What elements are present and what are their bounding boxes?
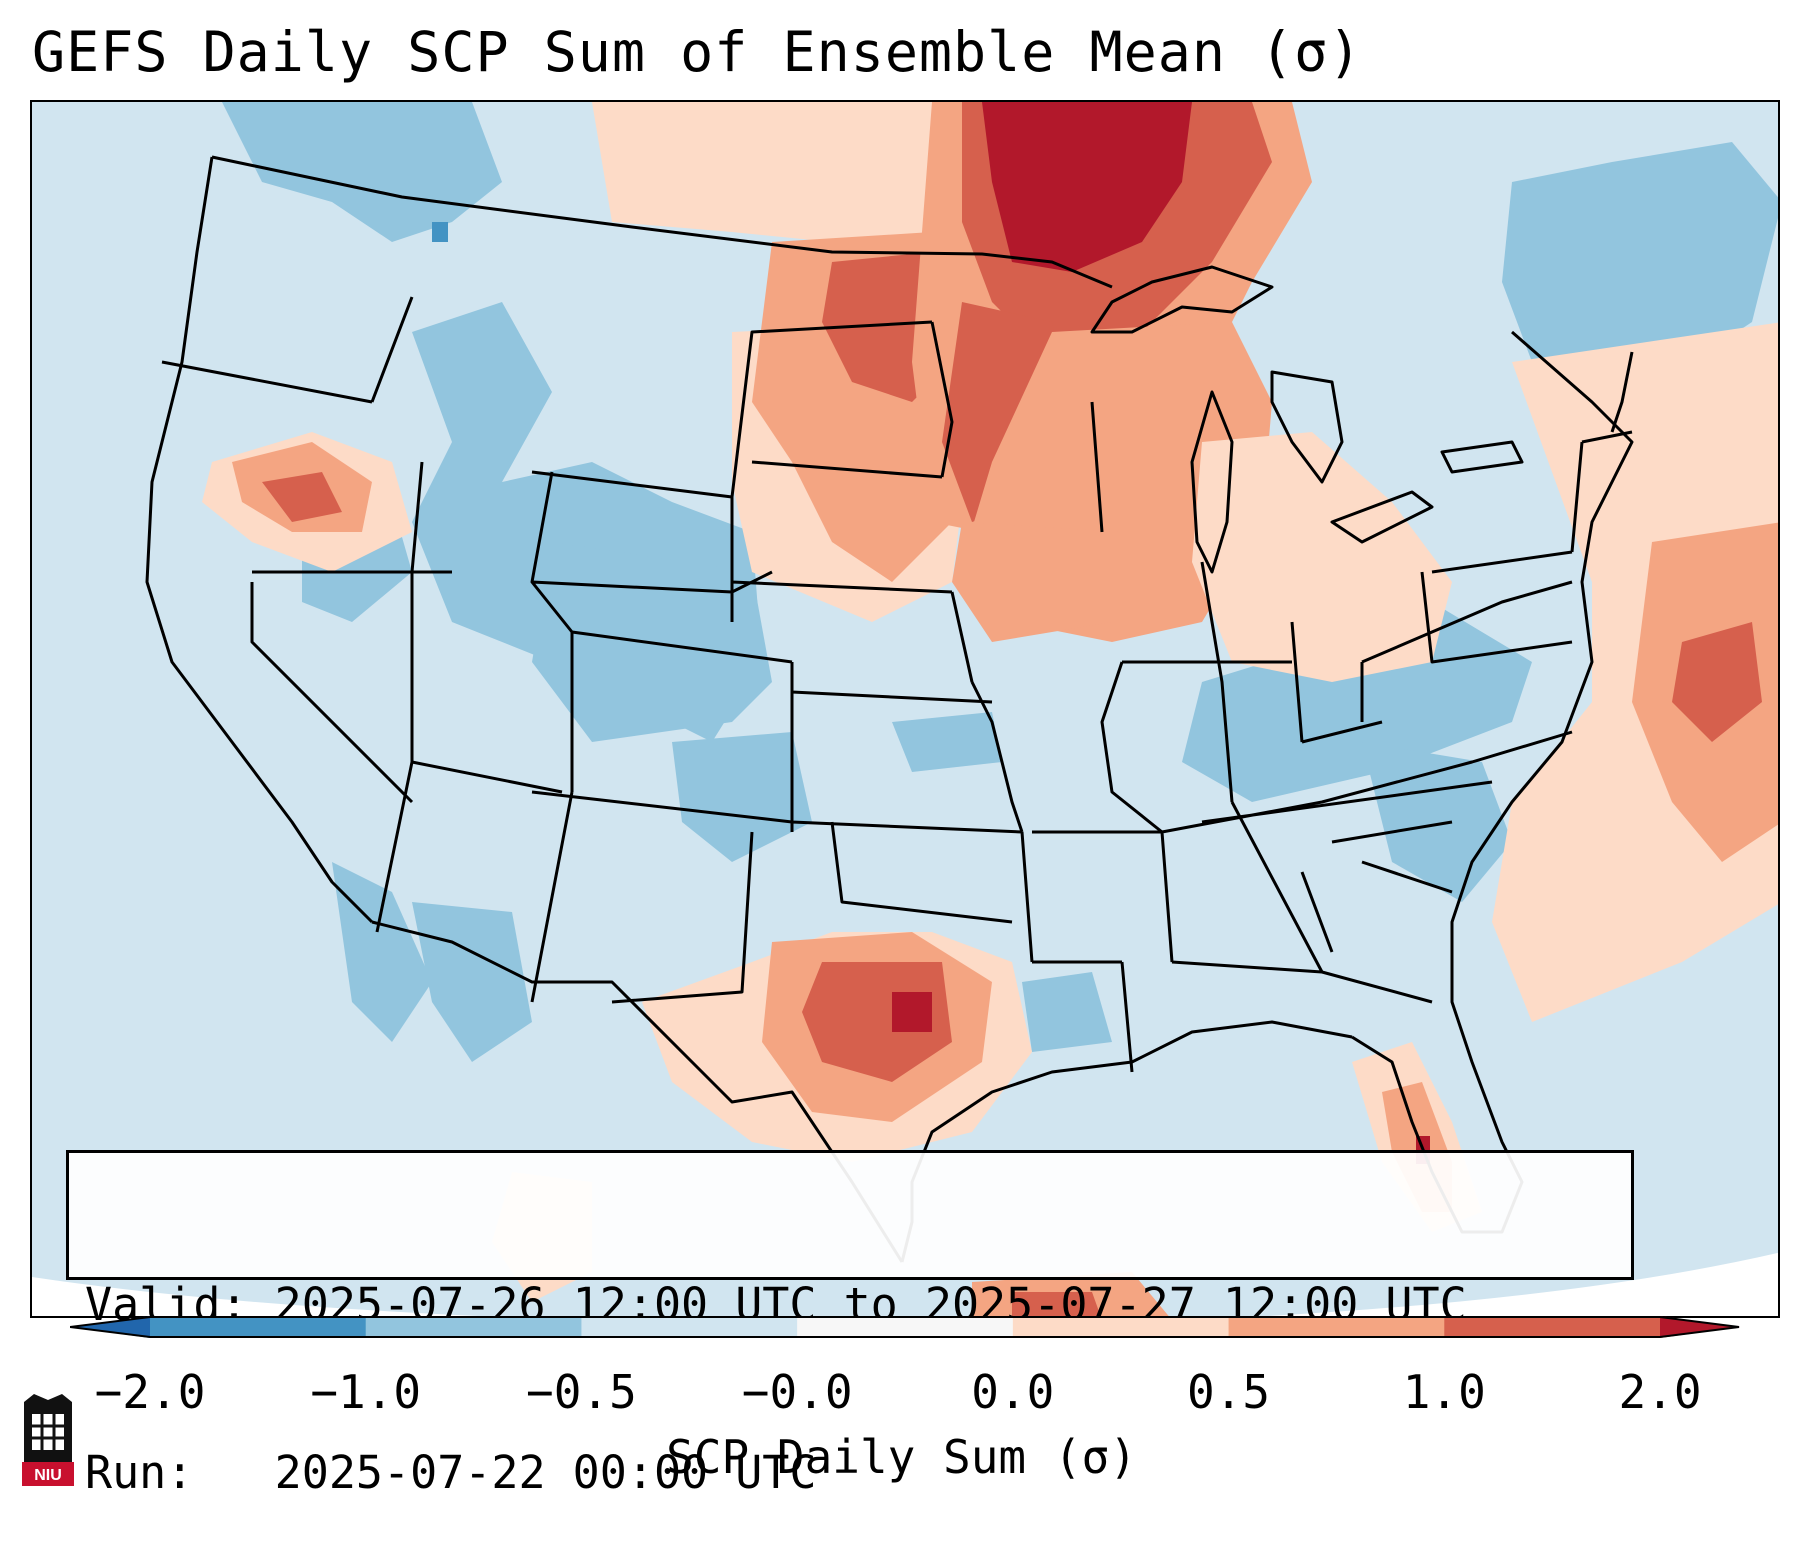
region-new-mexico-negative [672, 732, 812, 862]
lake-michigan [1190, 390, 1234, 574]
colorbar-bin [150, 1316, 367, 1338]
west-coast [145, 156, 374, 924]
colorbar-label: SCP Daily Sum (σ) [666, 1430, 1137, 1484]
run-time-line: Run: 2025-07-22 00:00 UTC [85, 1446, 817, 1499]
colorbar-bin [365, 1316, 582, 1338]
colorbar-extend-max [1660, 1316, 1740, 1338]
region-canada-plains-light [592, 102, 1032, 252]
colorbar-bin [797, 1316, 1014, 1338]
region-appalachian-negative [1182, 602, 1532, 802]
colorbar-extend-min [70, 1316, 150, 1338]
map-panel [30, 100, 1780, 1318]
region-oregon-strong [262, 472, 342, 522]
map-canvas [32, 102, 1778, 1316]
region-mexico-negative [412, 902, 532, 1062]
colorbar-bin [581, 1316, 798, 1338]
lake-superior [1090, 265, 1274, 334]
domain-edge [32, 1252, 1778, 1316]
colorbar-bins [150, 1316, 1661, 1338]
colorbar-tick-label: −2.0 [94, 1365, 206, 1419]
canada-border [211, 155, 1113, 289]
state-lines [161, 296, 1634, 1073]
region-bc-negative-dark [432, 222, 448, 242]
lake-ontario [1440, 440, 1524, 474]
colorbar [70, 1316, 1740, 1338]
colorbar-tick-label: 1.0 [1402, 1365, 1486, 1419]
region-gulf-negative [1022, 972, 1112, 1052]
region-atlantic-strong [1672, 622, 1762, 742]
niu-logo-text: NIU [34, 1467, 62, 1484]
colorbar-tick-label: 0.5 [1187, 1365, 1271, 1419]
valid-time-box: Valid: 2025-07-26 12:00 UTC to 2025-07-2… [66, 1150, 1634, 1499]
chart-title: GEFS Daily SCP Sum of Ensemble Mean (σ) [32, 20, 1363, 84]
colorbar-tick-label: −0.0 [741, 1365, 853, 1419]
colorbar-bin [1228, 1316, 1445, 1338]
niu-logo-badge [22, 1462, 74, 1486]
colorbar-tick-label: −0.5 [526, 1365, 637, 1419]
colorbar-tick-label: −1.0 [310, 1365, 422, 1419]
region-atlantic-light [1492, 322, 1778, 1022]
lake-erie [1330, 490, 1434, 544]
niu-logo-grid [32, 1414, 64, 1450]
region-michigan-light [1192, 432, 1452, 682]
region-upper-midwest-max [982, 102, 1192, 272]
region-pacific-nw-negative [222, 102, 502, 242]
niu-logo: NIU [22, 1394, 74, 1486]
anomaly-layer [202, 102, 1778, 1316]
lake-huron [1270, 370, 1344, 484]
colorbar-tick-label: 2.0 [1618, 1365, 1702, 1419]
region-texas-panhandle-max [892, 992, 932, 1032]
region-gulf-south-strong [1012, 1292, 1101, 1316]
niu-logo-window [32, 1414, 64, 1450]
colorbar-tick-label: 0.0 [971, 1365, 1055, 1419]
region-oklahoma-negative [892, 712, 1002, 772]
colorbar-bin [1012, 1316, 1230, 1338]
colorbar-outline [70, 1316, 1740, 1338]
colorbar-bin [1444, 1316, 1661, 1338]
region-iowa-medium [952, 522, 1122, 642]
